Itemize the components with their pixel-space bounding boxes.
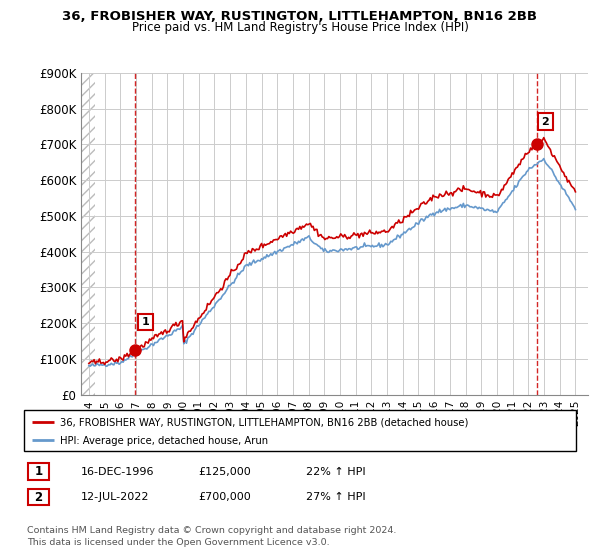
Text: 1: 1 <box>142 317 149 327</box>
Text: 22% ↑ HPI: 22% ↑ HPI <box>306 466 365 477</box>
Text: 36, FROBISHER WAY, RUSTINGTON, LITTLEHAMPTON, BN16 2BB: 36, FROBISHER WAY, RUSTINGTON, LITTLEHAM… <box>62 10 538 23</box>
FancyBboxPatch shape <box>24 410 576 451</box>
Text: Price paid vs. HM Land Registry's House Price Index (HPI): Price paid vs. HM Land Registry's House … <box>131 21 469 34</box>
Text: 36, FROBISHER WAY, RUSTINGTON, LITTLEHAMPTON, BN16 2BB (detached house): 36, FROBISHER WAY, RUSTINGTON, LITTLEHAM… <box>60 418 468 428</box>
Text: Contains HM Land Registry data © Crown copyright and database right 2024.: Contains HM Land Registry data © Crown c… <box>27 526 397 535</box>
Text: 2: 2 <box>542 116 549 127</box>
Text: 2: 2 <box>34 491 43 504</box>
Text: 16-DEC-1996: 16-DEC-1996 <box>81 466 155 477</box>
Text: £125,000: £125,000 <box>198 466 251 477</box>
Text: This data is licensed under the Open Government Licence v3.0.: This data is licensed under the Open Gov… <box>27 538 329 547</box>
Text: 1: 1 <box>34 465 43 478</box>
Text: HPI: Average price, detached house, Arun: HPI: Average price, detached house, Arun <box>60 436 268 446</box>
FancyBboxPatch shape <box>28 464 49 479</box>
Text: £700,000: £700,000 <box>198 492 251 502</box>
Text: 12-JUL-2022: 12-JUL-2022 <box>81 492 149 502</box>
FancyBboxPatch shape <box>28 489 49 505</box>
Text: 27% ↑ HPI: 27% ↑ HPI <box>306 492 365 502</box>
